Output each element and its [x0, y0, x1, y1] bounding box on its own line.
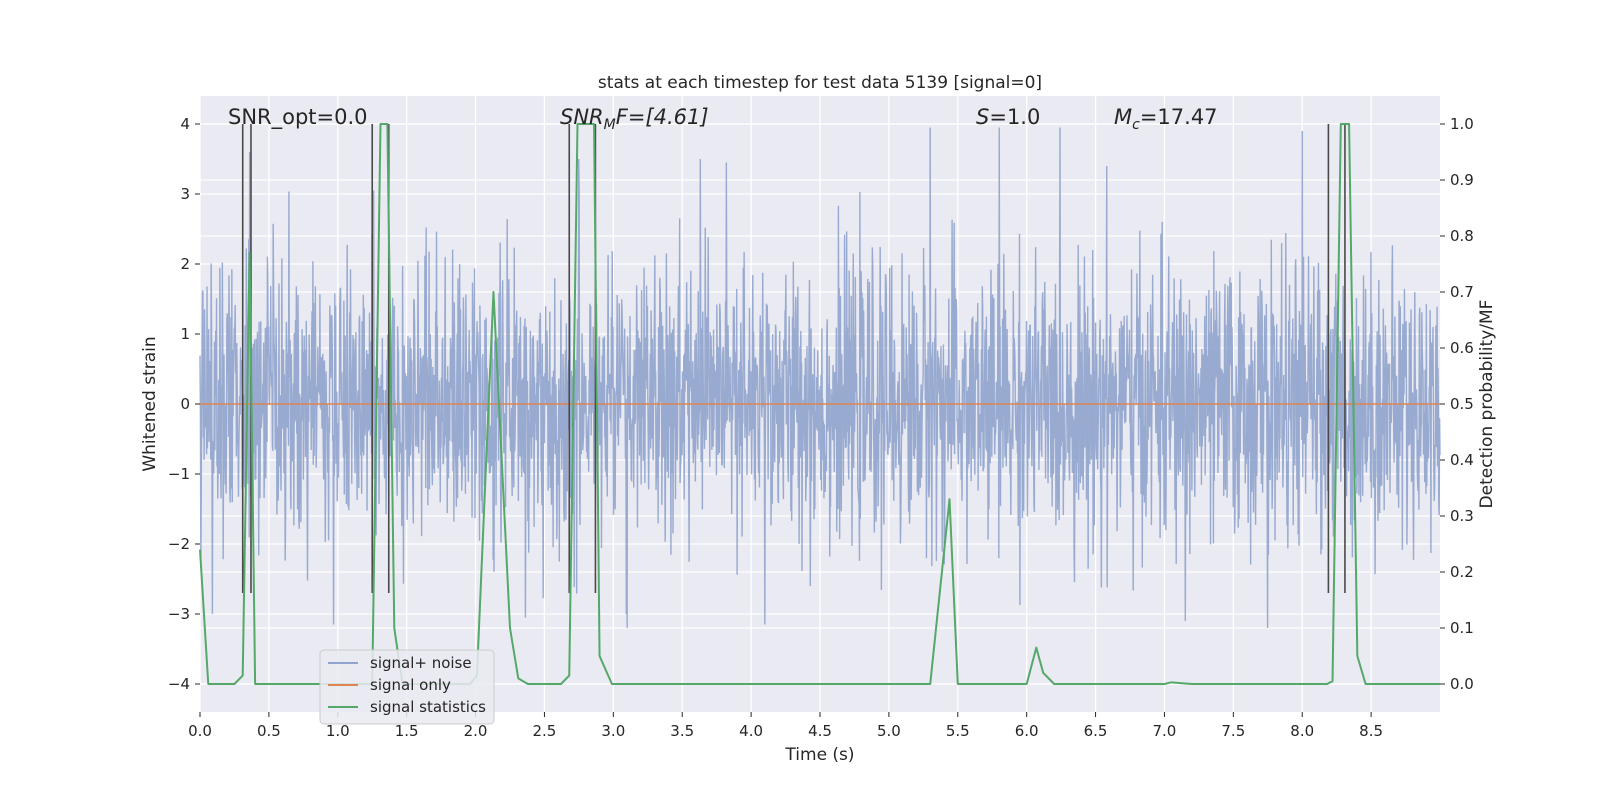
x-tick-label-15: 7.5	[1221, 722, 1245, 740]
x-tick-label-16: 8.0	[1290, 722, 1314, 740]
legend-label-statistics: signal statistics	[370, 698, 486, 716]
annotation-mc: Mc=17.47	[1114, 105, 1218, 133]
y-right-tick-label-7: 0.3	[1450, 507, 1474, 525]
y-axis-right-ticks: 1.0 0.9 0.8 0.7 0.6 0.5 0.4 0.3 0.2 0.1 0.0	[1440, 115, 1474, 693]
annotation-s-value: =1.0	[989, 105, 1040, 129]
y-left-tick-label-7: −3	[168, 605, 190, 623]
annotation-s-symbol: S	[976, 105, 989, 129]
x-tick-label-5: 2.5	[533, 722, 557, 740]
y-right-tick-label-9: 0.1	[1450, 619, 1474, 637]
y-right-tick-label-1: 0.9	[1450, 171, 1474, 189]
noise-line	[199, 127, 1441, 629]
y-right-tick-label-8: 0.2	[1450, 563, 1474, 581]
x-tick-label-0: 0.0	[188, 722, 212, 740]
y-right-tick-label-10: 0.0	[1450, 675, 1474, 693]
x-tick-label-10: 5.0	[877, 722, 901, 740]
annotation-snr-mf: SNRMF=[4.61]	[560, 105, 709, 133]
x-tick-label-9: 4.5	[808, 722, 832, 740]
x-tick-label-13: 6.5	[1084, 722, 1108, 740]
series-signal-plus-noise	[199, 127, 1441, 629]
legend-label-signal-only: signal only	[370, 676, 451, 694]
x-tick-label-6: 3.0	[601, 722, 625, 740]
x-tick-label-1: 0.5	[257, 722, 281, 740]
annotation-s: S=1.0	[976, 105, 1040, 129]
y-left-tick-label-1: 3	[180, 185, 190, 203]
chart-title: stats at each timestep for test data 513…	[598, 73, 1042, 93]
x-tick-label-14: 7.0	[1153, 722, 1177, 740]
annotation-mc-subscript: c	[1132, 117, 1140, 133]
x-tick-label-2: 1.0	[326, 722, 350, 740]
y-right-tick-label-2: 0.8	[1450, 227, 1474, 245]
x-tick-label-11: 5.5	[946, 722, 970, 740]
annotation-mc-symbol: M	[1114, 105, 1132, 129]
y-left-tick-label-5: −1	[168, 465, 190, 483]
y-right-tick-label-4: 0.6	[1450, 339, 1474, 357]
x-axis-ticks: 0.0 0.5 1.0 1.5 2.0 2.5 3.0 3.5 4.0 4.5 5.0 5.5 6.0 6…	[188, 712, 1383, 740]
annotation-snr-mf-value: F=[4.61]	[616, 105, 709, 129]
x-tick-label-3: 1.5	[395, 722, 419, 740]
y-left-tick-label-0: 4	[180, 115, 190, 133]
y-right-tick-label-6: 0.4	[1450, 451, 1474, 469]
y-axis-left-label: Whitened strain	[140, 336, 160, 471]
chart-legend: signal+ noise signal only signal statist…	[319, 649, 495, 725]
x-axis-label: Time (s)	[784, 745, 854, 765]
x-tick-label-8: 4.0	[739, 722, 763, 740]
legend-box	[319, 649, 495, 725]
y-left-tick-label-4: 0	[180, 395, 190, 413]
y-axis-left-ticks: 4 3 2 1 0 −1 −2 −3 −4	[168, 115, 200, 693]
annotation-snr-mf-symbol: SNR	[560, 105, 604, 129]
y-right-tick-label-3: 0.7	[1450, 283, 1474, 301]
y-right-tick-label-5: 0.5	[1450, 395, 1474, 413]
annotation-snr-mf-subscript: M	[604, 117, 616, 133]
legend-label-noise: signal+ noise	[370, 654, 472, 672]
x-tick-label-17: 8.5	[1359, 722, 1383, 740]
annotation-mc-value: =17.47	[1140, 105, 1218, 129]
x-tick-label-4: 2.0	[464, 722, 488, 740]
y-left-tick-label-6: −2	[168, 535, 190, 553]
x-tick-label-7: 3.5	[670, 722, 694, 740]
x-tick-label-12: 6.0	[1015, 722, 1039, 740]
y-right-tick-label-0: 1.0	[1450, 115, 1474, 133]
y-left-tick-label-2: 2	[180, 255, 190, 273]
annotation-snr-opt: SNR_opt=0.0	[228, 105, 368, 130]
y-left-tick-label-8: −4	[168, 675, 190, 693]
y-axis-right-label: Detection probability/MF	[1477, 300, 1497, 509]
y-left-tick-label-3: 1	[180, 325, 190, 343]
